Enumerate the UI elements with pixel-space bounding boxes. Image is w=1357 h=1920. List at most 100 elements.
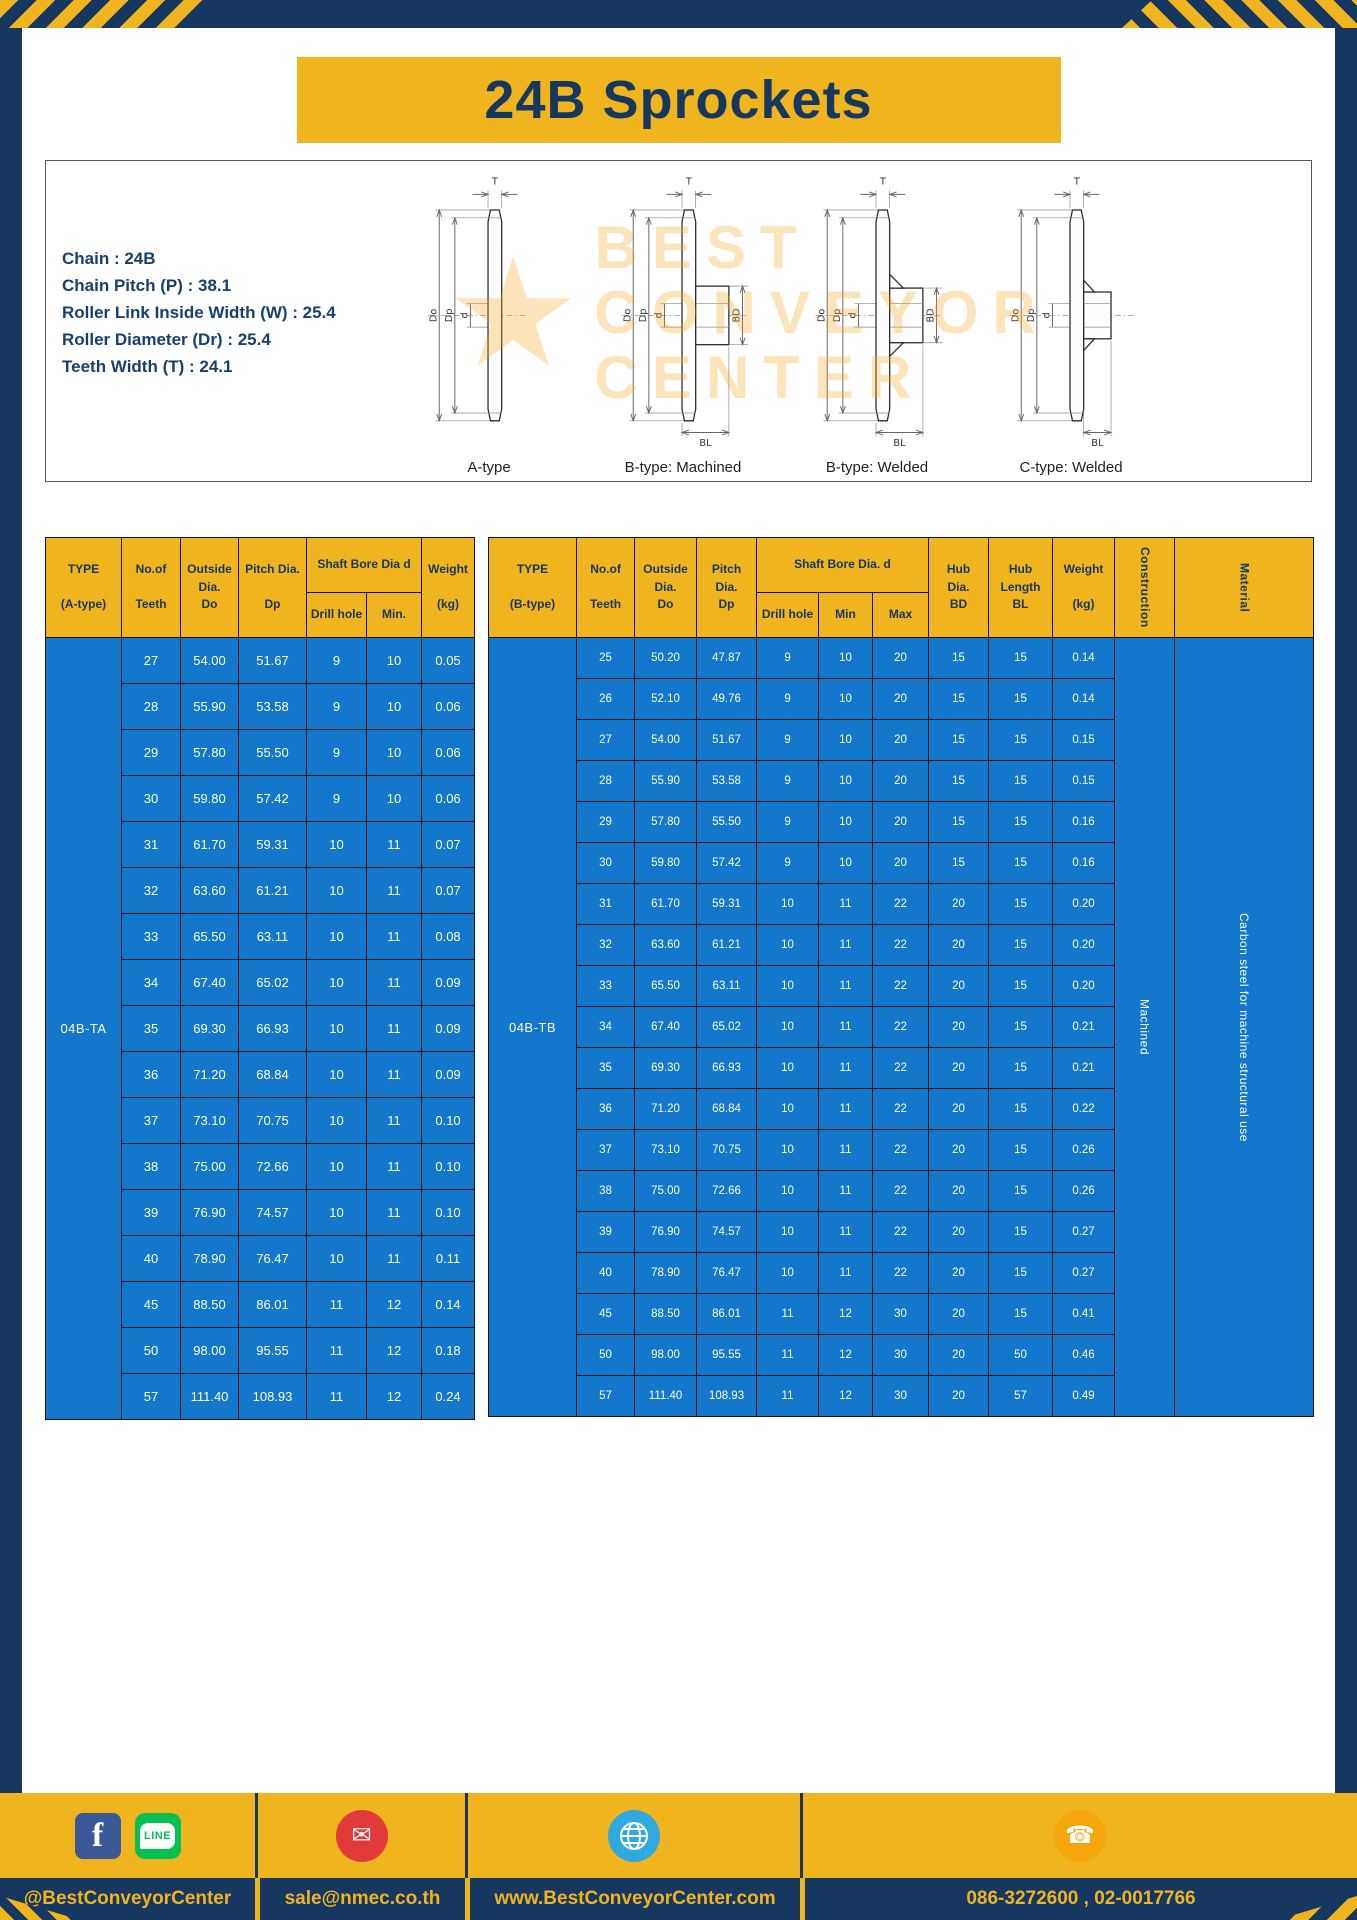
data-cell: 45 — [121, 1281, 181, 1328]
data-cell: 88.50 — [634, 1293, 698, 1335]
data-cell: 10 — [756, 924, 820, 966]
data-cell: 12 — [365, 1281, 423, 1328]
svg-text:Dp: Dp — [444, 309, 455, 323]
facebook-icon[interactable]: f — [74, 1812, 121, 1859]
data-cell: 10 — [306, 1051, 367, 1098]
data-cell: 0.21 — [1052, 1006, 1116, 1048]
data-cell: 50 — [988, 1334, 1054, 1376]
sprocket-drawing: Do Dp d T BL — [986, 169, 1156, 459]
data-cell: 73.10 — [180, 1097, 239, 1144]
data-cell: 40 — [576, 1252, 636, 1294]
data-cell: 27 — [576, 719, 636, 761]
col-header-construction: Construction — [1114, 537, 1176, 638]
data-cell: 11 — [818, 1252, 874, 1294]
website-link[interactable]: www.BestConveyorCenter.com — [494, 1888, 776, 1909]
table-row: 39 76.90 74.57 10 11 0.10 — [46, 1189, 476, 1236]
data-cell: 0.14 — [421, 1281, 476, 1328]
data-cell: 10 — [306, 1097, 367, 1144]
data-cell: 0.24 — [421, 1373, 476, 1420]
svg-text:BD: BD — [926, 308, 937, 322]
data-cell: 30 — [872, 1375, 930, 1417]
email-link[interactable]: sale@nmec.co.th — [284, 1888, 441, 1909]
data-cell: 15 — [928, 760, 990, 802]
spec-line-roller-diameter: Roller Diameter (Dr) : 25.4 — [62, 330, 271, 349]
figure-label: C-type: Welded — [1019, 459, 1123, 476]
svg-text:BL: BL — [893, 438, 906, 449]
data-cell: 0.16 — [1052, 842, 1116, 884]
line-icon[interactable]: LINE — [134, 1812, 181, 1859]
data-cell: 33 — [121, 913, 181, 960]
data-cell: 34 — [121, 959, 181, 1006]
data-cell: 57 — [988, 1375, 1054, 1417]
envelope-glyph: ✉ — [351, 1822, 372, 1849]
data-cell: 15 — [928, 678, 990, 720]
table-row: 35 69.30 66.93 10 11 0.09 — [46, 1005, 476, 1052]
data-cell: 53.58 — [238, 683, 307, 730]
data-cell: 20 — [928, 1252, 990, 1294]
sprocket-drawing: Do Dp d T BD BL — [792, 169, 962, 459]
data-cell: 0.10 — [421, 1097, 476, 1144]
figure-label: B-type: Machined — [624, 459, 742, 476]
table-row: 57 111.40 108.93 11 12 0.24 — [46, 1373, 476, 1420]
data-cell: 78.90 — [634, 1252, 698, 1294]
col-header-teeth: No.of Teeth — [576, 537, 636, 638]
data-cell: 9 — [306, 729, 367, 776]
data-cell: 20 — [928, 883, 990, 925]
svg-text:d: d — [1042, 312, 1053, 318]
data-cell: 55.50 — [238, 729, 307, 776]
data-cell: 11 — [306, 1281, 367, 1328]
data-cell: 10 — [306, 821, 367, 868]
data-cell: 78.90 — [180, 1235, 239, 1282]
table-row: 04B-TB 25 50.20 47.87 9 10 20 15 15 0.14 Machined C… — [488, 637, 1315, 1417]
data-cell: 38 — [576, 1170, 636, 1212]
footer-mail-section: ✉ — [255, 1793, 465, 1878]
phone-numbers[interactable]: 086-3272600 , 02-0017766 — [966, 1888, 1196, 1909]
data-cell: 0.46 — [1052, 1334, 1116, 1376]
data-cell: 0.10 — [421, 1143, 476, 1190]
mail-icon[interactable]: ✉ — [335, 1809, 388, 1862]
social-handle[interactable]: @BestConveyorCenter — [23, 1888, 232, 1909]
data-cell: 10 — [306, 867, 367, 914]
data-cell: 67.40 — [180, 959, 239, 1006]
data-cell: 11 — [365, 1189, 423, 1236]
data-cell: 98.00 — [634, 1334, 698, 1376]
data-cell: 15 — [928, 801, 990, 843]
data-cell: 10 — [756, 1252, 820, 1294]
col-header-hub-dia: Hub Dia. BD — [928, 537, 990, 638]
sprocket-figure: Do Dp d T BD BL B-type: Machined — [598, 169, 768, 476]
data-cell: 11 — [756, 1375, 820, 1417]
svg-text:T: T — [491, 177, 498, 188]
data-cell: 34 — [576, 1006, 636, 1048]
data-cell: 0.10 — [421, 1189, 476, 1236]
col-header-drill-hole: Drill hole — [306, 592, 367, 638]
data-cell: 10 — [818, 637, 874, 679]
data-cell: 11 — [756, 1334, 820, 1376]
data-cell: 10 — [365, 729, 423, 776]
data-cell: 9 — [306, 683, 367, 730]
spec-line-pitch: Chain Pitch (P) : 38.1 — [62, 276, 232, 295]
svg-text:BL: BL — [1091, 438, 1104, 449]
data-cell: 72.66 — [696, 1170, 758, 1212]
svg-text:Do: Do — [816, 309, 827, 323]
phone-icon[interactable]: ☎ — [1054, 1809, 1106, 1862]
data-cell: 38 — [121, 1143, 181, 1190]
data-cell: 11 — [365, 913, 423, 960]
data-cell: 20 — [872, 719, 930, 761]
data-cell: 28 — [576, 760, 636, 802]
data-cell: 0.21 — [1052, 1047, 1116, 1089]
data-cell: 9 — [756, 842, 820, 884]
data-cell: 45 — [576, 1293, 636, 1335]
data-cell: 10 — [306, 1235, 367, 1282]
data-cell: 0.22 — [1052, 1088, 1116, 1130]
table-a-body: 04B-TA 27 54.00 51.67 9 10 0.05 28 55.90 53.58 9 10… — [45, 637, 476, 1420]
table-row: 27 54.00 51.67 9 10 20 15 15 0.15 — [489, 719, 1314, 761]
spec-line-roller-width: Roller Link Inside Width (W) : 25.4 — [62, 303, 336, 322]
data-cell: 22 — [872, 1006, 930, 1048]
data-cell: 0.09 — [421, 959, 476, 1006]
col-header-min: Min. — [365, 592, 423, 638]
data-cell: 65.50 — [634, 965, 698, 1007]
globe-icon[interactable] — [608, 1809, 660, 1862]
data-cell: 37 — [576, 1129, 636, 1171]
data-cell: 20 — [928, 1293, 990, 1335]
data-cell: 75.00 — [634, 1170, 698, 1212]
